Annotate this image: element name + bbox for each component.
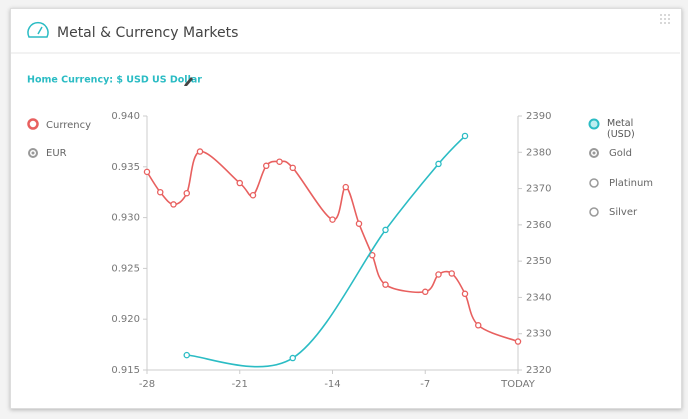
y-tick-label: 0.920 bbox=[111, 314, 140, 325]
point bbox=[183, 189, 190, 197]
point bbox=[183, 351, 190, 359]
legend-marker[interactable] bbox=[27, 118, 39, 130]
point bbox=[382, 281, 389, 288]
y2-tick-label: 2390 bbox=[526, 111, 551, 122]
drag-handle[interactable] bbox=[660, 14, 670, 24]
y-tick-label: 0.925 bbox=[111, 263, 140, 274]
y-tick-label: 0.940 bbox=[111, 111, 140, 122]
point bbox=[461, 132, 469, 140]
point bbox=[196, 148, 204, 155]
edit-icon[interactable] bbox=[184, 77, 193, 86]
y2-tick-label: 2380 bbox=[526, 147, 551, 158]
y2-tick-label: 2340 bbox=[526, 292, 551, 303]
point bbox=[421, 288, 429, 296]
y2-tick-label: 2360 bbox=[526, 220, 551, 231]
point bbox=[474, 322, 482, 329]
legend-marker[interactable] bbox=[589, 207, 599, 217]
point bbox=[156, 188, 164, 196]
y2-tick-label: 2370 bbox=[526, 184, 551, 195]
legend-marker[interactable] bbox=[588, 118, 600, 130]
point bbox=[329, 216, 336, 223]
x-tick-label: -14 bbox=[324, 379, 340, 390]
y-tick-label: 0.930 bbox=[111, 213, 140, 224]
x-tick-label: -28 bbox=[139, 379, 155, 390]
home-currency[interactable]: Home Currency: $ USD US Dollar bbox=[27, 75, 202, 86]
point bbox=[435, 271, 442, 278]
legend-option[interactable]: Silver bbox=[609, 207, 638, 218]
y2-tick-label: 2330 bbox=[526, 329, 551, 340]
line bbox=[186, 135, 466, 368]
y-tick-label: 0.915 bbox=[111, 365, 140, 376]
legend-option[interactable]: EUR bbox=[46, 148, 67, 159]
legend-option[interactable]: Platinum bbox=[609, 178, 653, 189]
point bbox=[461, 290, 469, 298]
point bbox=[236, 179, 243, 187]
gauge-icon bbox=[27, 21, 49, 38]
point bbox=[276, 158, 283, 165]
point bbox=[289, 164, 296, 172]
x-tick-label: -7 bbox=[420, 379, 430, 390]
point bbox=[448, 270, 455, 277]
point bbox=[170, 201, 177, 208]
legend-marker[interactable] bbox=[589, 178, 599, 188]
legend-marker-dot bbox=[31, 151, 35, 155]
legend-option[interactable]: Gold bbox=[609, 148, 632, 159]
point bbox=[249, 191, 257, 199]
legend-title[interactable]: Metal (USD) bbox=[607, 118, 635, 140]
point bbox=[289, 354, 296, 362]
point bbox=[435, 160, 442, 168]
widget-title: Metal & Currency Markets bbox=[57, 25, 238, 41]
widget-card bbox=[10, 8, 682, 409]
legend-marker-dot bbox=[592, 151, 596, 155]
y2-tick-label: 2350 bbox=[526, 256, 551, 267]
point bbox=[143, 168, 151, 176]
x-tick-label: -21 bbox=[232, 379, 248, 390]
point bbox=[382, 226, 389, 234]
x-tick-label: TODAY bbox=[500, 379, 536, 390]
y2-tick-label: 2320 bbox=[526, 365, 551, 376]
point bbox=[342, 183, 349, 191]
y-tick-label: 0.935 bbox=[111, 162, 140, 173]
point bbox=[355, 220, 363, 227]
legend-title[interactable]: Currency bbox=[46, 120, 91, 131]
point bbox=[514, 338, 522, 345]
point bbox=[262, 162, 270, 170]
